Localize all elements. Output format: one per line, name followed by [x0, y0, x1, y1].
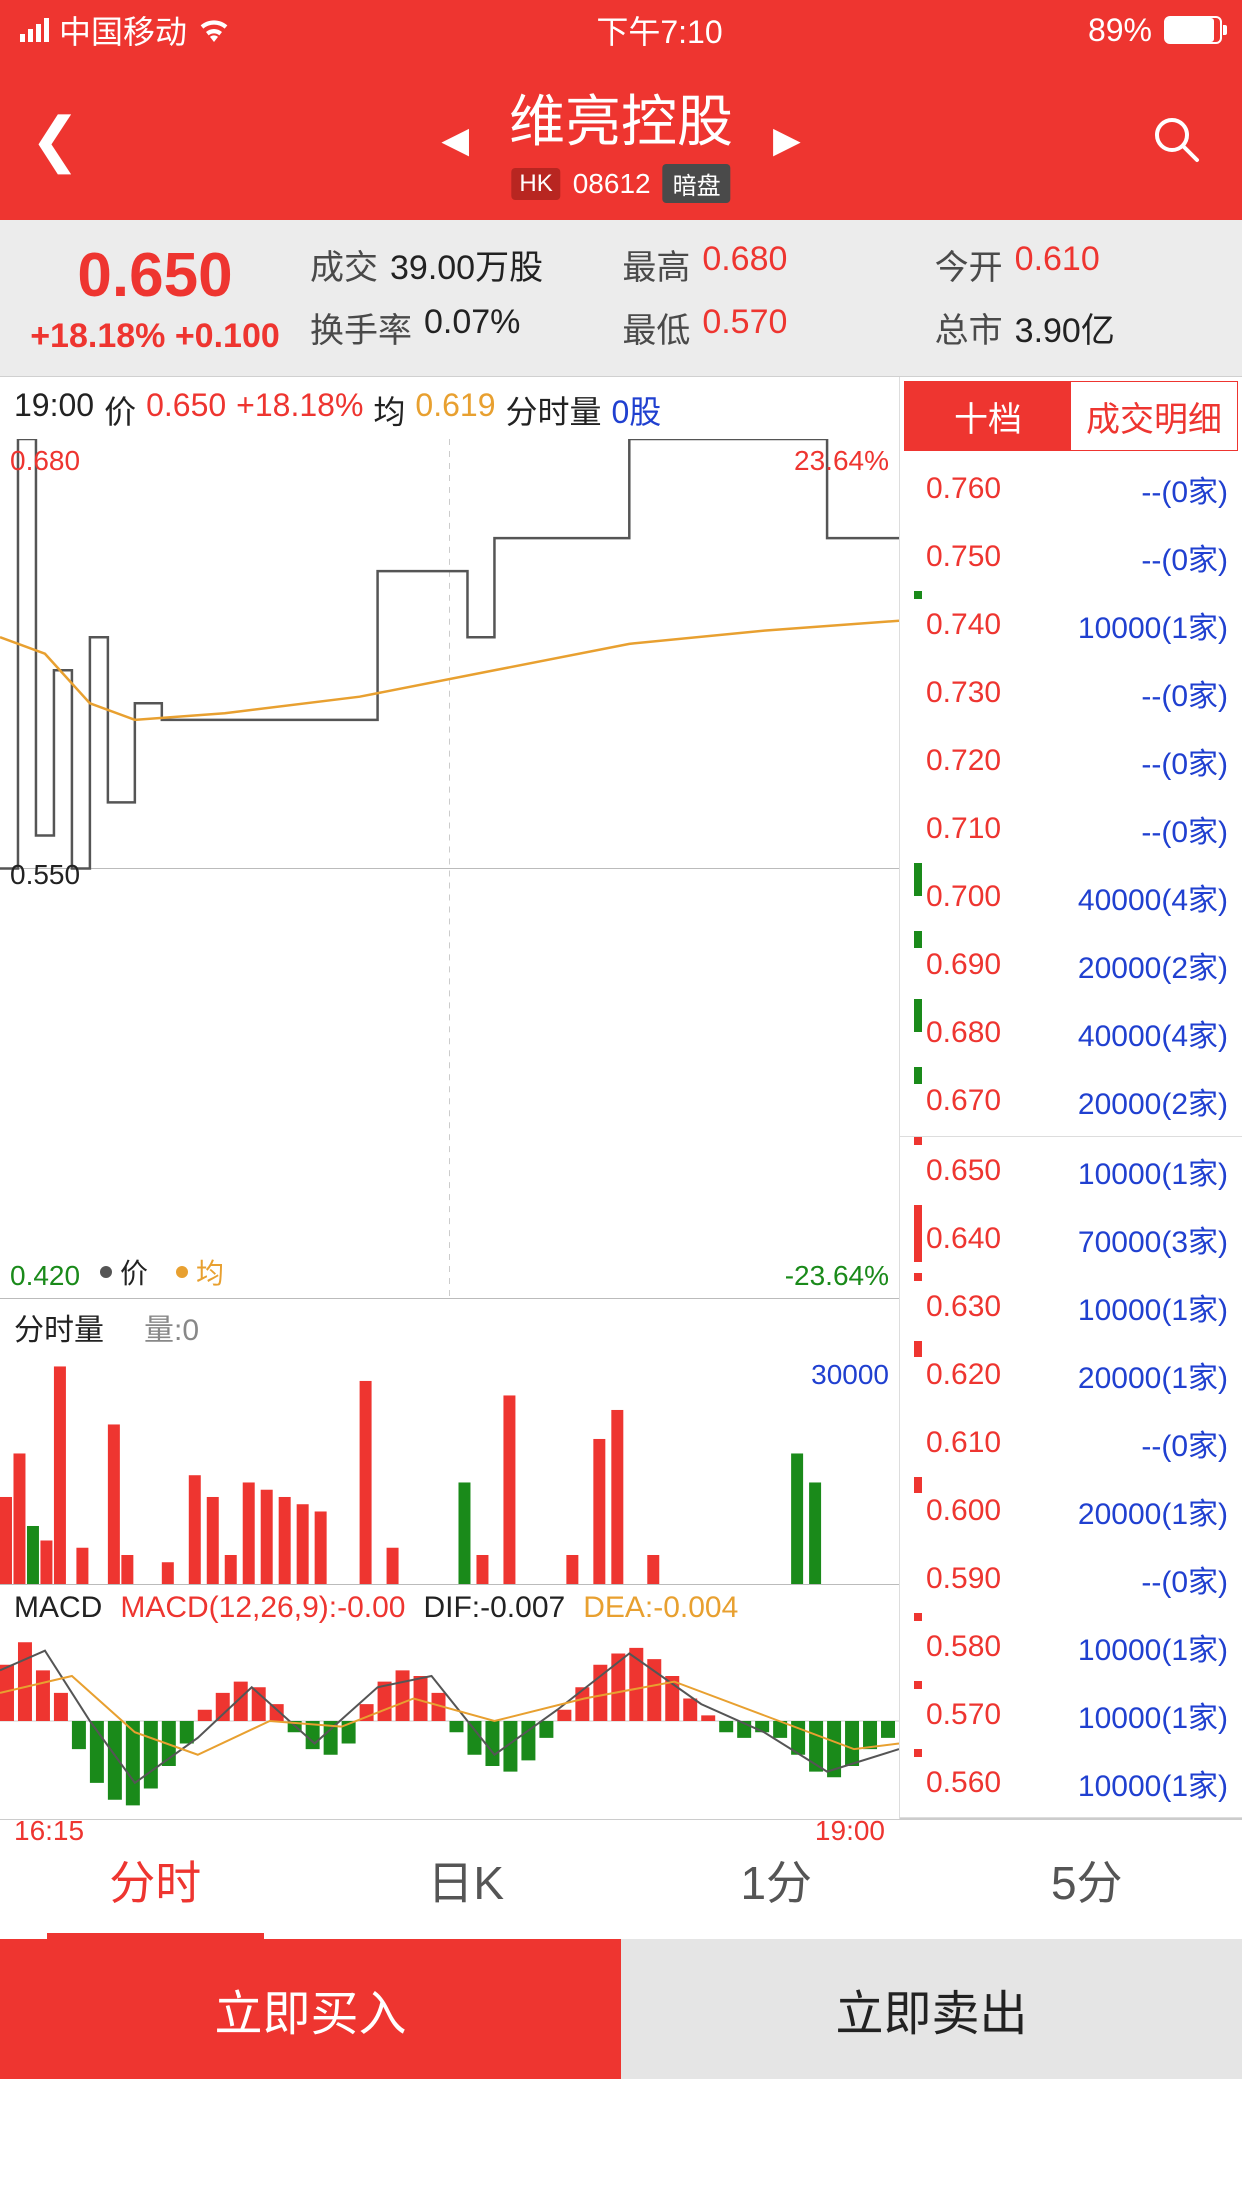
orderbook-row[interactable]: 0.58010000(1家)	[900, 1613, 1242, 1681]
orderbook-row[interactable]: 0.720--(0家)	[900, 727, 1242, 795]
price-change: +18.18% +0.100	[25, 317, 285, 356]
market-badge: HK	[511, 168, 560, 200]
stock-subtitle: HK 08612 暗盘	[509, 164, 733, 203]
summary-price: 0.650 +18.18% +0.100	[25, 240, 285, 356]
orderbook-row[interactable]: 0.64070000(3家)	[900, 1205, 1242, 1273]
trade-actions: 立即买入 立即卖出	[0, 1939, 1242, 2079]
tab-daily[interactable]: 日K	[311, 1820, 622, 1939]
orderbook-row[interactable]: 0.70040000(4家)	[900, 863, 1242, 931]
volume-chart[interactable]: 30000	[0, 1355, 899, 1585]
status-bar: 中国移动 下午7:10 89%	[0, 0, 1242, 60]
orderbook-row[interactable]: 0.60020000(1家)	[900, 1477, 1242, 1545]
orderbook-row[interactable]: 0.62020000(1家)	[900, 1341, 1242, 1409]
orderbook-row[interactable]: 0.65010000(1家)	[900, 1137, 1242, 1205]
interval-tabs: 分时 日K 1分 5分	[0, 1819, 1242, 1939]
macd-header: MACD MACD(12,26,9):-0.00 DIF:-0.007 DEA:…	[0, 1585, 899, 1631]
bids-section: 0.65010000(1家) 0.64070000(3家) 0.63010000…	[900, 1137, 1242, 1819]
orderbook-row[interactable]: 0.750--(0家)	[900, 523, 1242, 591]
orderbook-tab-depth[interactable]: 十档	[905, 382, 1071, 450]
orderbook-panel: 十档 成交明细 0.760--(0家) 0.750--(0家) 0.740100…	[900, 377, 1242, 1819]
orderbook-row[interactable]: 0.57010000(1家)	[900, 1681, 1242, 1749]
orderbook-tabs: 十档 成交明细	[904, 381, 1238, 451]
order-book[interactable]: 0.760--(0家) 0.750--(0家) 0.74010000(1家) 0…	[900, 455, 1242, 1818]
session-badge: 暗盘	[663, 164, 731, 203]
orderbook-row[interactable]: 0.710--(0家)	[900, 795, 1242, 863]
header: ❮ ◀ 维亮控股 HK 08612 暗盘 ▶	[0, 60, 1242, 220]
orderbook-tab-trades[interactable]: 成交明细	[1071, 382, 1237, 450]
orderbook-row[interactable]: 0.68040000(4家)	[900, 999, 1242, 1067]
status-right: 89%	[1088, 12, 1222, 49]
status-time: 下午7:10	[596, 7, 722, 53]
orderbook-row[interactable]: 0.610--(0家)	[900, 1409, 1242, 1477]
stock-title: 维亮控股	[509, 77, 733, 158]
back-button[interactable]: ❮	[30, 105, 80, 175]
tab-timeshare[interactable]: 分时	[0, 1820, 311, 1939]
search-icon[interactable]	[1152, 115, 1202, 165]
price-chart[interactable]: 0.680 23.64% 0.550 0.420 -23.64% 价 均	[0, 439, 899, 1299]
chart-column: 19:00 价 0.650 +18.18% 均 0.619 分时量 0股 0.6…	[0, 377, 900, 1819]
current-price: 0.650	[25, 240, 285, 311]
orderbook-row[interactable]: 0.730--(0家)	[900, 659, 1242, 727]
asks-section: 0.760--(0家) 0.750--(0家) 0.74010000(1家) 0…	[900, 455, 1242, 1137]
orderbook-row[interactable]: 0.69020000(2家)	[900, 931, 1242, 999]
orderbook-row[interactable]: 0.590--(0家)	[900, 1545, 1242, 1613]
main: 19:00 价 0.650 +18.18% 均 0.619 分时量 0股 0.6…	[0, 377, 1242, 1819]
battery-icon	[1164, 16, 1222, 44]
tab-5min[interactable]: 5分	[932, 1820, 1242, 1939]
carrier-label: 中国移动	[59, 7, 187, 53]
buy-button[interactable]: 立即买入	[0, 1939, 621, 2079]
summary-panel: 0.650 +18.18% +0.100 成交39.00万股 最高0.680 今…	[0, 220, 1242, 377]
signal-icon	[20, 18, 49, 42]
chart-info-bar: 19:00 价 0.650 +18.18% 均 0.619 分时量 0股	[0, 377, 899, 439]
volume-header: 分时量 量:0	[0, 1299, 899, 1355]
battery-text: 89%	[1088, 12, 1152, 49]
wifi-icon	[197, 18, 231, 42]
summary-grid: 成交39.00万股 最高0.680 今开0.610 换手率0.07% 最低0.5…	[310, 240, 1217, 356]
orderbook-row[interactable]: 0.74010000(1家)	[900, 591, 1242, 659]
orderbook-row[interactable]: 0.760--(0家)	[900, 455, 1242, 523]
header-center: ◀ 维亮控股 HK 08612 暗盘 ▶	[441, 77, 800, 203]
next-stock-button[interactable]: ▶	[773, 119, 801, 161]
macd-chart[interactable]	[0, 1631, 899, 1811]
orderbook-row[interactable]: 0.67020000(2家)	[900, 1067, 1242, 1135]
sell-button[interactable]: 立即卖出	[621, 1939, 1242, 2079]
orderbook-row[interactable]: 0.56010000(1家)	[900, 1749, 1242, 1817]
prev-stock-button[interactable]: ◀	[441, 119, 469, 161]
stock-code: 08612	[573, 168, 651, 200]
tab-1min[interactable]: 1分	[621, 1820, 932, 1939]
title-block: 维亮控股 HK 08612 暗盘	[509, 77, 733, 203]
status-left: 中国移动	[20, 7, 231, 53]
orderbook-row[interactable]: 0.63010000(1家)	[900, 1273, 1242, 1341]
